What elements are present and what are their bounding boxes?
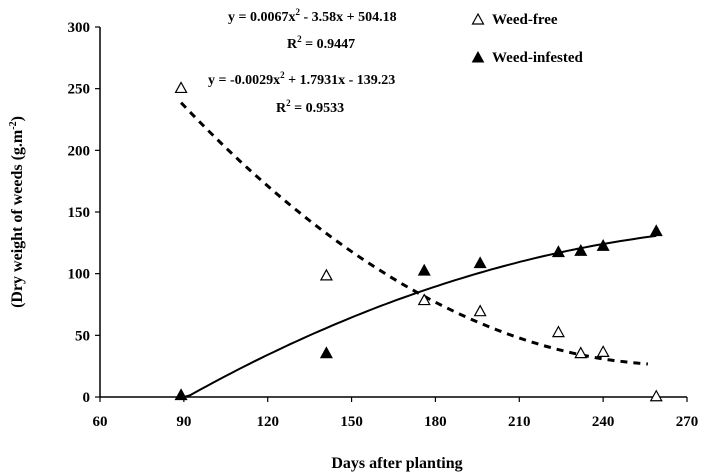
- y-tick-label: 300: [68, 20, 91, 36]
- weed-free-point: [319, 268, 333, 281]
- x-tick-label: 120: [256, 414, 279, 430]
- trend-line-weed-infested: [183, 234, 657, 398]
- legend-filled-triangle-icon: [471, 50, 485, 63]
- eq1-sup: 2: [295, 7, 300, 17]
- weed-infested-point: [596, 239, 610, 251]
- y-axis-label-end: ): [9, 116, 26, 121]
- legend-label-weed-free: Weed-free: [492, 12, 558, 28]
- trend-lines: [180, 101, 657, 398]
- legend-item-weed-infested: Weed-infested: [471, 50, 583, 66]
- legend: Weed-free Weed-infested: [471, 12, 583, 66]
- weed-infested-point: [551, 245, 565, 258]
- y-tick-label: 100: [68, 267, 91, 283]
- x-tick-label: 180: [424, 414, 447, 430]
- trend-line-weed-free: [180, 101, 649, 366]
- r2-2-label: R: [276, 101, 287, 116]
- y-axis-label-sup: -2: [8, 121, 19, 129]
- eq1-rest: - 3.58x + 504.18: [300, 10, 397, 25]
- y-axis-label-main: (Dry weight of weeds (g.m: [9, 129, 26, 308]
- weed-free-point: [551, 325, 565, 338]
- x-ticks: 60 90 120 150 180 210 240 270: [93, 397, 699, 430]
- weed-free-point: [174, 81, 188, 94]
- r2-2-sup: 2: [286, 98, 291, 108]
- weed-free-point: [649, 389, 663, 402]
- y-tick-label: 0: [83, 390, 91, 406]
- equation-weed-infested-r2: R2 = 0.9533: [276, 98, 344, 116]
- x-tick-label: 270: [676, 414, 699, 430]
- weed-free-point: [574, 346, 588, 359]
- weed-free-point: [596, 345, 610, 357]
- y-tick-label: 200: [68, 143, 91, 159]
- x-axis-label: Days after planting: [331, 455, 462, 472]
- y-tick-label: 250: [68, 82, 91, 98]
- x-tick-label: 240: [592, 414, 615, 430]
- equation-weed-free: y = 0.0067x2 - 3.58x + 504.18 R2 = 0.944…: [228, 7, 397, 52]
- equation-weed-free-r2: R2 = 0.9447: [287, 34, 355, 52]
- weed-infested-point: [174, 388, 188, 401]
- weed-infested-point: [417, 263, 431, 276]
- legend-item-weed-free: Weed-free: [471, 12, 558, 28]
- x-tick-label: 90: [176, 414, 191, 430]
- equation-weed-infested: y = -0.0029x2 + 1.7931x - 139.23 R2 = 0.…: [208, 70, 395, 116]
- weed-free-point: [473, 304, 487, 317]
- y-tick-label: 50: [75, 328, 90, 344]
- r2-1-sup: 2: [297, 34, 302, 44]
- legend-open-triangle-icon: [471, 12, 485, 25]
- weed-infested-point: [319, 346, 333, 359]
- r2-1-label: R: [287, 37, 298, 52]
- x-tick-label: 210: [508, 414, 531, 430]
- eq1-main: y = 0.0067x: [228, 10, 295, 25]
- r2-2-value: = 0.9533: [291, 101, 344, 116]
- y-ticks: 0 50 100 150 200 250 300: [68, 20, 100, 406]
- weed-infested-point: [473, 256, 487, 269]
- eq2-sup: 2: [280, 70, 285, 80]
- x-tick-label: 150: [340, 414, 363, 430]
- y-tick-label: 150: [68, 205, 91, 221]
- y-axis-label: (Dry weight of weeds (g.m-2): [8, 116, 26, 308]
- x-tick-label: 60: [93, 414, 108, 430]
- r2-1-value: = 0.9447: [302, 37, 355, 52]
- equation-weed-free-formula: y = 0.0067x2 - 3.58x + 504.18: [228, 7, 397, 25]
- legend-label-weed-infested: Weed-infested: [492, 50, 583, 66]
- eq2-main: y = -0.0029x: [208, 73, 280, 88]
- data-points: [174, 81, 663, 402]
- weed-infested-point: [649, 224, 663, 237]
- eq2-rest: + 1.7931x - 139.23: [285, 73, 396, 88]
- weed-infested-point: [574, 243, 588, 256]
- weed-free-point: [417, 293, 431, 306]
- equation-weed-infested-formula: y = -0.0029x2 + 1.7931x - 139.23: [208, 70, 395, 88]
